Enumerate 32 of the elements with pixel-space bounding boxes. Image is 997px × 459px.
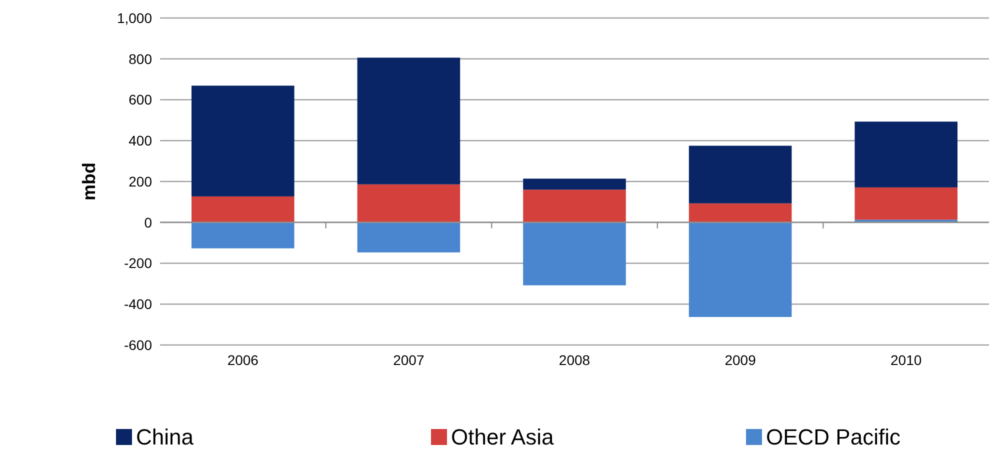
bar [688,203,792,222]
y-tick-label: 600 [128,92,152,108]
y-tick-label: -400 [124,296,152,312]
y-tick-label: -600 [124,336,152,353]
y-tick-label: 0 [144,214,152,230]
x-tick-label: 2007 [393,352,424,368]
legend-label: Other Asia [451,424,554,450]
bar [192,222,294,248]
bar [523,178,626,190]
legend-label: OECD Pacific [766,424,900,450]
bar [523,190,626,222]
y-tick-label: 400 [128,132,152,149]
bar [357,184,460,222]
y-tick-label: 200 [128,173,152,190]
y-tick-label: 1,000 [116,10,152,26]
x-tick-label: 2008 [558,352,590,368]
x-tick-label: 2010 [890,352,922,368]
bar [357,58,460,184]
y-axis-title: mbd [79,162,99,200]
legend-label: China [136,424,194,450]
y-tick-label: -200 [124,255,152,272]
bar [854,122,958,188]
bar [688,222,792,317]
x-tick-label: 2009 [724,352,756,368]
bar [523,222,626,286]
bar [192,86,294,196]
x-tick-label: 2006 [227,352,259,368]
bar [688,146,792,204]
y-tick-label: 800 [128,50,152,67]
bar [192,196,294,222]
bar [854,187,958,220]
bar [357,222,460,252]
